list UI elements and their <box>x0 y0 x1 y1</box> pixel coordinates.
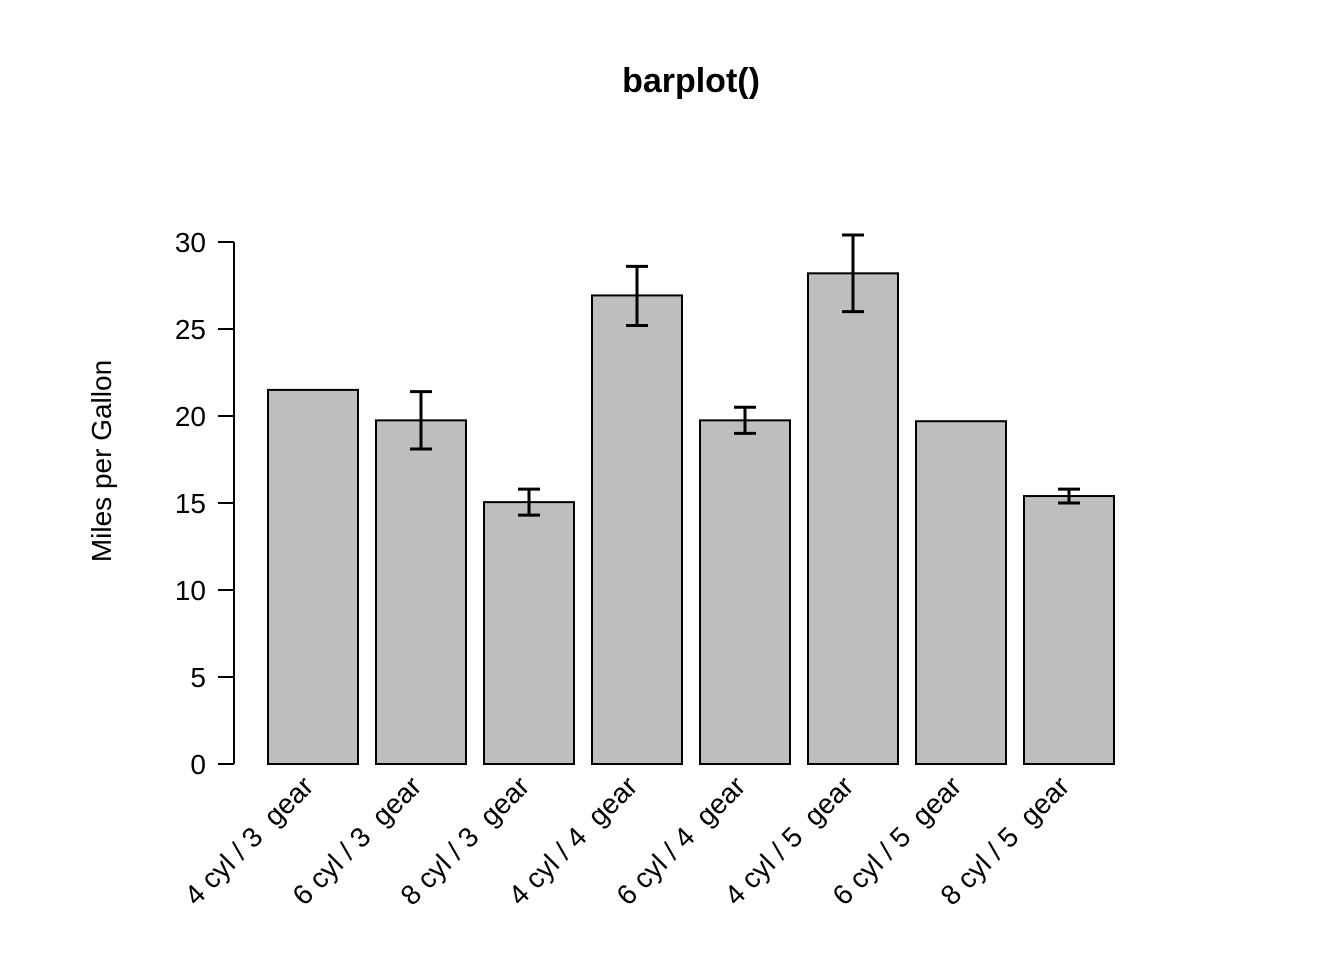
bar <box>375 419 467 765</box>
error-bar <box>1058 487 1080 505</box>
error-bar <box>734 405 756 435</box>
y-tick-label: 15 <box>175 488 206 519</box>
y-tick-label: 10 <box>175 575 206 606</box>
bar <box>591 294 683 765</box>
error-bars-group <box>410 233 1080 517</box>
bar <box>483 501 575 765</box>
bar <box>1023 495 1115 765</box>
bars-group <box>267 272 1115 765</box>
y-axis: 0 5 10 15 20 25 30 <box>175 227 235 780</box>
y-tick-label: 20 <box>175 401 206 432</box>
y-tick-label: 5 <box>190 662 206 693</box>
error-bar <box>410 390 432 451</box>
y-axis-label: Miles per Gallon <box>86 360 117 562</box>
chart-title: barplot() <box>622 62 760 100</box>
error-bar <box>842 233 864 314</box>
y-tick-label: 0 <box>190 749 206 780</box>
bar <box>699 419 791 765</box>
bar <box>915 420 1007 765</box>
error-bar <box>626 264 648 328</box>
bar <box>807 272 899 765</box>
y-tick-label: 30 <box>175 227 206 258</box>
y-tick-label: 25 <box>175 314 206 345</box>
error-bar <box>518 487 540 517</box>
bar <box>267 388 359 765</box>
